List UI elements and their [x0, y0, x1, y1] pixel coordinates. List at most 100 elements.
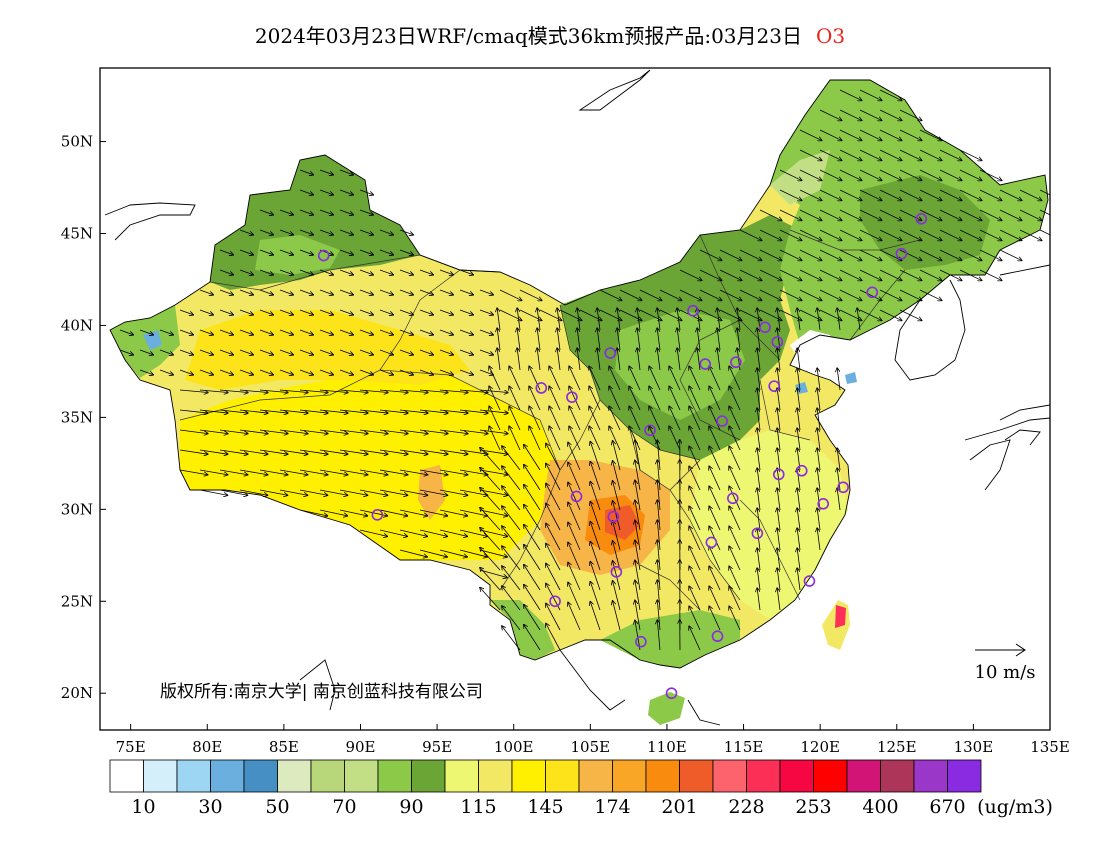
wind-arrow [480, 468, 501, 491]
wind-arrow [519, 289, 542, 300]
wind-arrow [339, 329, 353, 335]
wind-arrow [480, 488, 501, 511]
wind-arrow [439, 489, 467, 495]
wind-arrow [359, 249, 373, 255]
wind-arrow [879, 169, 902, 180]
wind-arrow [1019, 229, 1042, 240]
station-marker [566, 391, 578, 403]
wind-arrow [729, 406, 741, 431]
wind-arrow [479, 429, 508, 434]
wind-arrow [737, 328, 741, 351]
wind-arrow [919, 149, 942, 160]
wind-arrow [459, 409, 488, 413]
wind-arrow [497, 348, 501, 371]
wind-arrow [819, 129, 842, 140]
wind-arrow [777, 348, 781, 371]
wind-arrow [179, 389, 208, 393]
wind-arrow [219, 409, 248, 413]
wind-arrow [879, 129, 902, 140]
wind-arrow [657, 540, 661, 571]
wind-arrow [757, 328, 761, 351]
wind-arrow [239, 269, 253, 275]
wind-arrow [669, 386, 681, 411]
green-northwest-light [255, 235, 340, 275]
wind-arrow [119, 329, 133, 335]
wind-arrow [479, 389, 508, 393]
wind-arrow [159, 369, 173, 375]
wind-arrow [590, 562, 601, 591]
wind-arrow [797, 428, 801, 451]
wind-arrow [459, 549, 487, 557]
wind-arrow [179, 349, 193, 355]
station-marker [570, 490, 583, 503]
wind-arrow [613, 541, 621, 571]
yellow-plateau-region [180, 370, 560, 560]
wind-arrow [299, 469, 328, 475]
wind-arrow [757, 528, 761, 551]
wind-arrow [859, 249, 882, 260]
wind-arrow [959, 249, 982, 260]
wind-arrow [679, 289, 702, 300]
wind-arrow [899, 169, 922, 180]
wind-arrow [219, 369, 233, 375]
wind-arrow [568, 482, 581, 511]
wind-arrow [439, 309, 453, 315]
wind-arrow [689, 466, 701, 491]
wind-arrow [837, 308, 841, 331]
station-marker [711, 630, 724, 643]
wind-arrow [399, 529, 427, 536]
wind-arrow [459, 329, 473, 335]
red-sichuan-hotspot [605, 505, 640, 540]
wind-arrow [657, 620, 661, 651]
lon-label: 125E [877, 738, 917, 756]
wind-arrow [199, 429, 228, 434]
wind-arrow [279, 329, 293, 335]
wind-arrow [379, 449, 408, 454]
wind-arrow [859, 309, 882, 320]
wind-arrow [899, 309, 922, 320]
wind-arrow [517, 348, 521, 371]
colorbar-tick-label: 400 [862, 796, 898, 818]
wind-arrow [709, 386, 721, 411]
wind-arrow [729, 446, 741, 471]
wind-arrow [539, 309, 562, 320]
wind-arrow [419, 389, 448, 393]
wind-arrow [502, 546, 521, 571]
wind-arrow [502, 486, 521, 511]
wind-arrow [939, 169, 962, 180]
wind-arrow [577, 308, 581, 331]
wind-arrow [629, 426, 641, 451]
wind-arrow [524, 585, 541, 611]
wind-arrow [359, 349, 373, 355]
wind-arrow [199, 409, 228, 413]
wind-arrow [459, 469, 488, 475]
station-marker [771, 336, 784, 348]
wind-arrow [677, 348, 681, 371]
lat-label: 20N [61, 684, 93, 702]
neighbor-coastlines [104, 69, 1050, 726]
wind-arrow [359, 309, 373, 315]
wind-arrow [359, 209, 373, 215]
wind-arrow [546, 624, 561, 651]
wind-arrow [359, 529, 387, 536]
wind-arrow [359, 289, 373, 295]
wind-arrow [359, 429, 388, 434]
wind-arrow [419, 349, 433, 355]
wind-arrow [857, 308, 861, 331]
wind-arrow [689, 526, 701, 551]
wind-arrow [899, 249, 922, 260]
wind-arrow [359, 449, 388, 454]
colorbar-tick-label: 228 [728, 796, 764, 818]
wind-arrow [399, 449, 428, 454]
wind-arrow [899, 129, 922, 140]
wind-arrow [259, 209, 273, 215]
wind-arrow [819, 309, 842, 320]
wind-arrow [859, 209, 882, 220]
wind-arrow [419, 329, 433, 335]
wind-arrow [546, 444, 561, 471]
wind-arrow [259, 449, 288, 454]
wind-arrow [497, 308, 501, 331]
wind-arrow [479, 569, 507, 577]
wind-arrow [757, 448, 761, 471]
wind-arrow [613, 501, 621, 531]
